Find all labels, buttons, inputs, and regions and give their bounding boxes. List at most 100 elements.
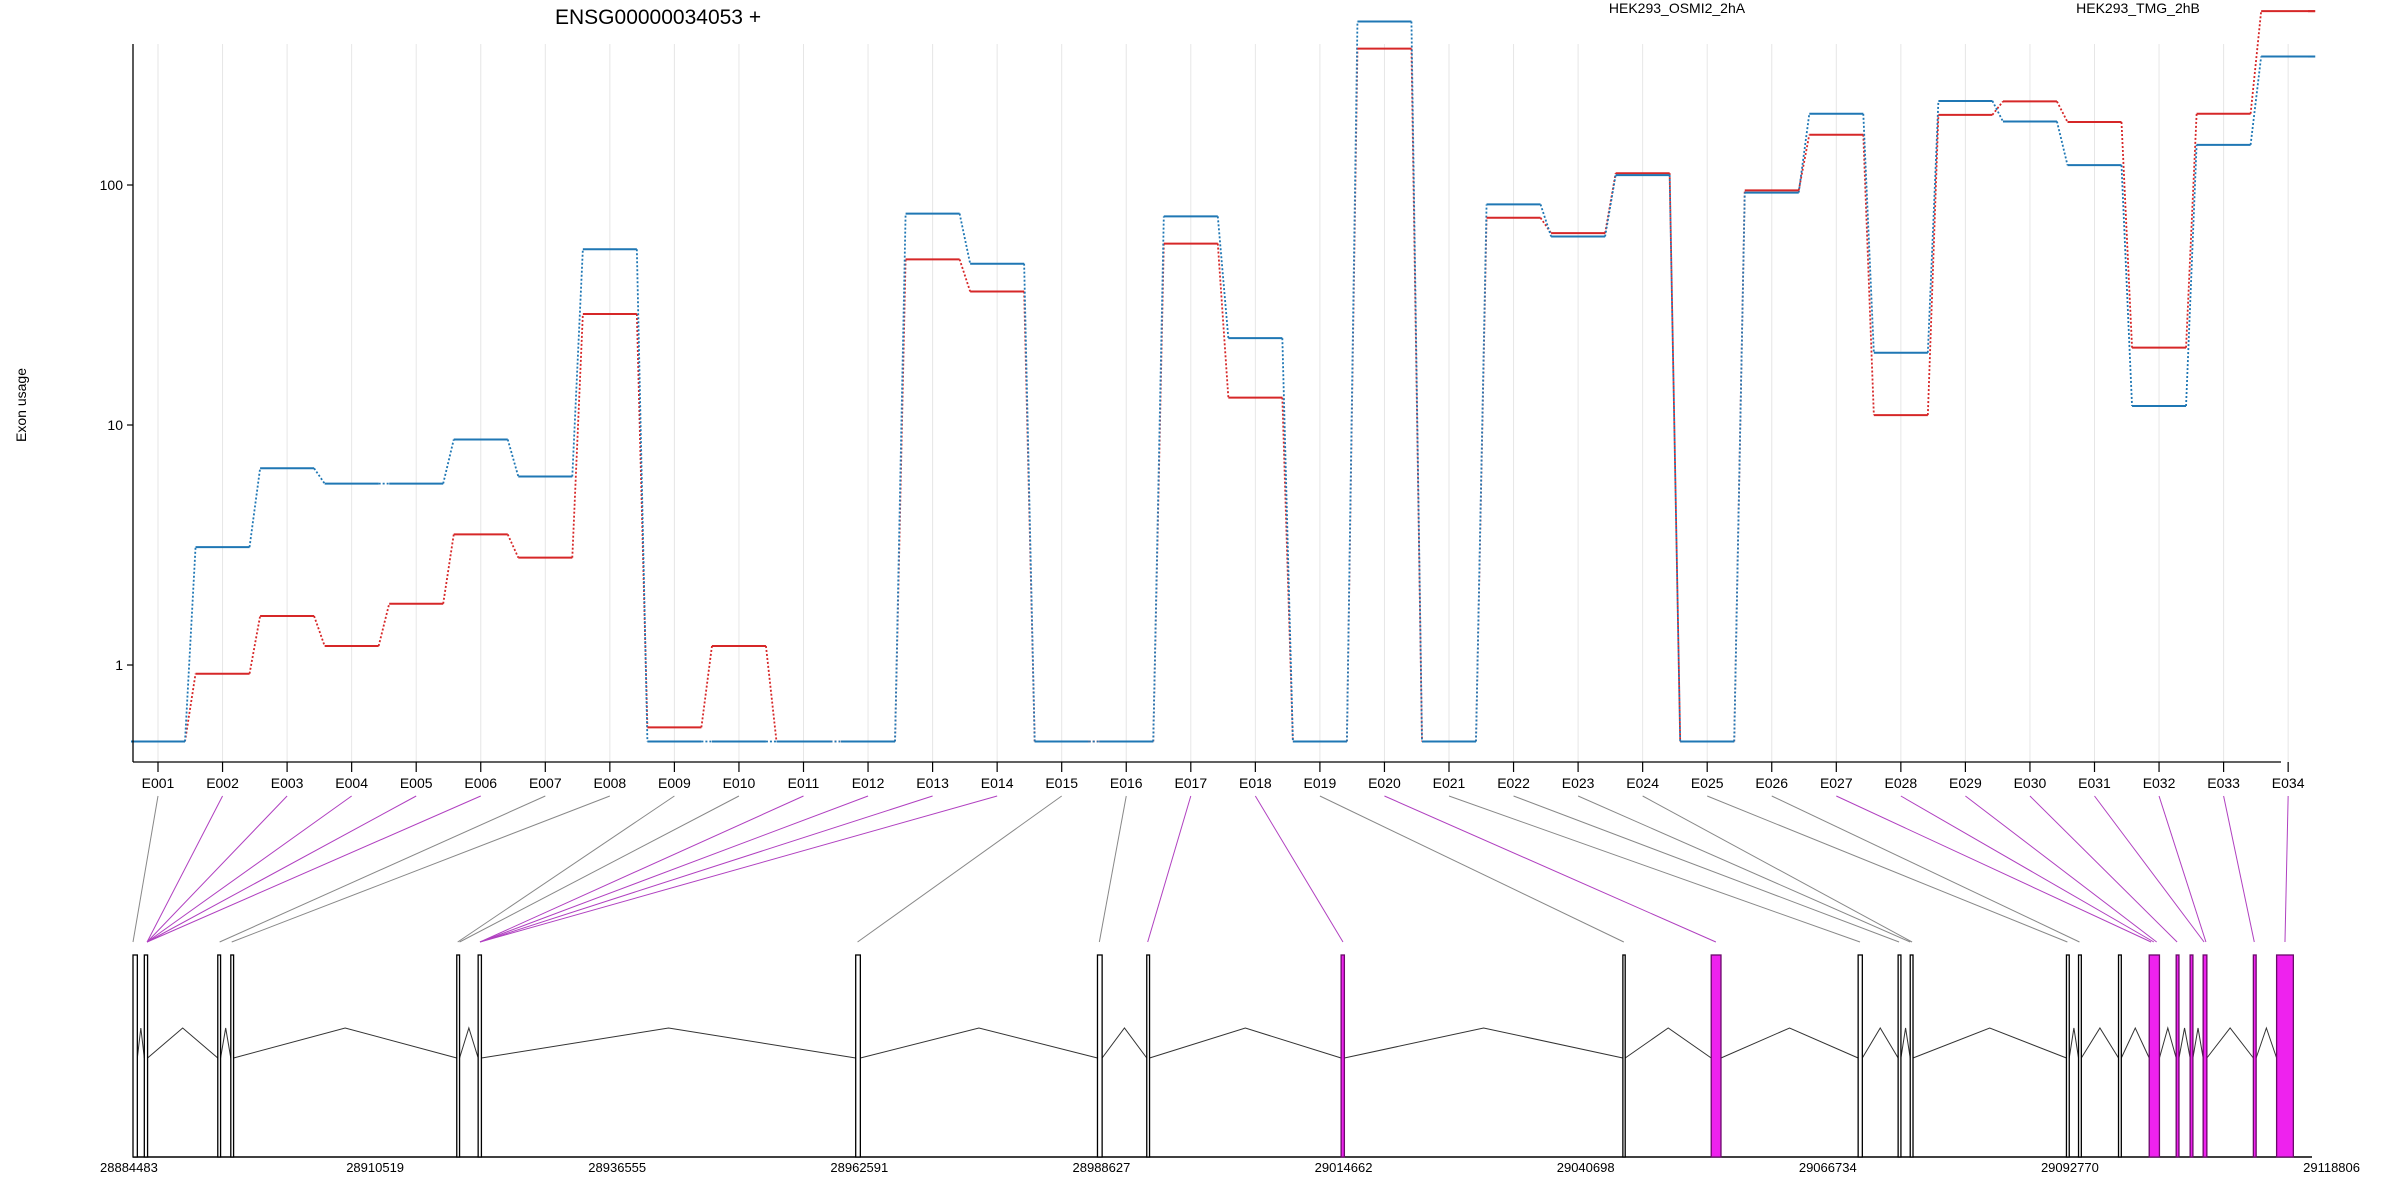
exon-link-e001 [132, 795, 159, 943]
x-tick-label-e031: E031 [2078, 775, 2111, 791]
intron-arc [1344, 1027, 1623, 1059]
exon-link-e017 [1147, 795, 1192, 943]
coordinate-label: 28962591 [830, 1160, 888, 1175]
x-tick-label-e029: E029 [1949, 775, 1982, 791]
exon-link-e022 [1513, 795, 1900, 943]
series-2-connector [1733, 192, 1746, 742]
x-tick-label-e033: E033 [2207, 775, 2240, 791]
exon-box [1096, 954, 1103, 1158]
exon-box [2148, 954, 2161, 1158]
exon-box [2077, 954, 2082, 1158]
intron-arc [2158, 1026, 2177, 1059]
exon-link-e010 [459, 795, 740, 943]
intron-arc [2068, 1027, 2080, 1059]
exon-link-e027 [1836, 795, 2152, 943]
y-ticks: 1 10 100 [100, 177, 133, 673]
series-2-connector [1539, 204, 1552, 237]
series-2-connector [1023, 263, 1036, 742]
coordinate-label: 28936555 [588, 1160, 646, 1175]
x-tick-label-e018: E018 [1239, 775, 1272, 791]
exon-box [2202, 954, 2208, 1158]
series-1-connector [442, 534, 455, 604]
coordinate-label: 28884483 [100, 1160, 158, 1175]
grid-lines [157, 44, 2289, 762]
exon-link-e002 [146, 795, 223, 943]
series-2-connector [1475, 204, 1488, 742]
intron-arc [2206, 1027, 2254, 1059]
series-2-connector [1604, 174, 1617, 237]
x-tick-label-e011: E011 [788, 775, 820, 791]
intron-arc [2255, 1026, 2278, 1059]
series-1-connector [2120, 121, 2133, 348]
genomic-coordinates: 28884483 28910519 28936555 28962591 28988627… [100, 1160, 2360, 1175]
x-tick-label-e006: E006 [464, 775, 497, 791]
exon-box [1146, 954, 1151, 1158]
exon-box [456, 954, 461, 1158]
y-tick-label: 10 [107, 417, 123, 433]
exon-links [132, 795, 2289, 943]
x-tick-label-e023: E023 [1562, 775, 1595, 791]
x-tick-label-e027: E027 [1820, 775, 1853, 791]
exon-link-e015 [857, 795, 1062, 943]
exon-link-e016 [1098, 795, 1127, 943]
x-tick-label-e025: E025 [1691, 775, 1724, 791]
series-2-connector [184, 547, 197, 742]
intron-arc [233, 1027, 457, 1059]
x-tick-label-e002: E002 [206, 775, 239, 791]
exon-box [1897, 954, 1902, 1158]
exon-link-e005 [146, 795, 417, 943]
series-connectors [184, 11, 2263, 743]
x-tick-label-e019: E019 [1304, 775, 1337, 791]
series-1-connector [958, 259, 972, 292]
intron-arc [1861, 1027, 1899, 1059]
series-2-connector [1152, 216, 1165, 742]
series-1-connector [1216, 243, 1230, 398]
series-2-connector [1410, 21, 1423, 742]
exon-link-e020 [1384, 795, 1717, 943]
exon-link-e009 [457, 795, 675, 943]
exon-box [143, 954, 149, 1158]
series-2-connector [1216, 216, 1230, 339]
exon-box [2252, 954, 2257, 1158]
x-tick-label-e021: E021 [1433, 775, 1466, 791]
legend-entry-series-2: HEK293_TMG_2hB [2076, 0, 2200, 16]
exon-link-e026 [1771, 795, 2080, 943]
intron-arc [1149, 1027, 1342, 1059]
series-1-connector [700, 645, 713, 728]
exon-link-e013 [479, 795, 933, 943]
exon-box [477, 954, 483, 1158]
series-1-connector [377, 603, 391, 647]
gene-model [132, 954, 2312, 1158]
series-1-connector [1991, 100, 2004, 116]
exon-box [1340, 954, 1346, 1158]
x-tick-label-e022: E022 [1497, 775, 1530, 791]
intron-arc [1624, 1027, 1712, 1059]
intron-arc [1900, 1027, 1911, 1059]
series-1-connector [506, 534, 520, 559]
series-1-connector [1281, 397, 1294, 742]
x-tick-label-e001: E001 [142, 775, 175, 791]
series-1-connector [571, 313, 584, 558]
series-2-connector [1797, 113, 1811, 193]
coordinate-label: 29118806 [2303, 1160, 2360, 1175]
series-segments [131, 10, 2316, 743]
series-1-connector [184, 673, 197, 742]
intron-arc [2120, 1026, 2150, 1059]
coordinate-label: 29040698 [1557, 1160, 1615, 1175]
series-2-connector [1346, 21, 1359, 742]
exon-link-e018 [1254, 795, 1344, 943]
exon-box [1857, 954, 1863, 1158]
series-1-connector [2056, 100, 2069, 123]
intron-arc [1720, 1027, 1859, 1059]
intron-arc [1912, 1027, 2067, 1059]
x-tick-label-e005: E005 [400, 775, 433, 791]
x-tick-label-e008: E008 [593, 775, 626, 791]
x-tick-label-e028: E028 [1884, 775, 1917, 791]
exon-link-e029 [1965, 795, 2157, 943]
axes [132, 44, 2281, 763]
coordinate-label: 28910519 [346, 1160, 404, 1175]
exon-box [855, 954, 862, 1158]
exon-link-e031 [2094, 795, 2205, 943]
series-2-connector [958, 213, 972, 264]
series-1-connector [1668, 173, 1682, 742]
